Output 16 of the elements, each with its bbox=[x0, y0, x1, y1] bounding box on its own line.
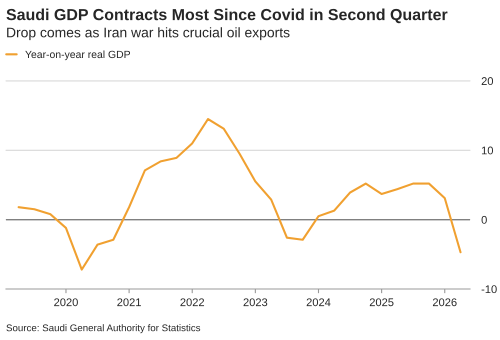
x-tick-label: 2026 bbox=[432, 298, 457, 306]
x-tick-label: 2025 bbox=[370, 298, 394, 306]
x-tick-label: 2021 bbox=[117, 298, 141, 306]
x-tick-label: 2024 bbox=[306, 298, 331, 306]
source-note: Source: Saudi General Authority for Statistics bbox=[6, 324, 200, 334]
chart-title: Saudi GDP Contracts Most Since Covid in Second Quarter bbox=[6, 8, 448, 24]
x-tick-label: 2020 bbox=[54, 298, 78, 306]
chart-subtitle: Drop comes as Iran war hits crucial oil exports bbox=[7, 27, 290, 40]
line-series bbox=[18, 118, 462, 271]
y-tick-label: 10 bbox=[482, 146, 494, 154]
x-tick-label: 2022 bbox=[180, 298, 204, 306]
y-tick-label: 20 bbox=[482, 77, 494, 86]
y-tick-label: 0 bbox=[482, 216, 487, 224]
x-tick-label: 2023 bbox=[244, 298, 268, 306]
legend-label: Year-on-year real GDP bbox=[25, 50, 130, 60]
y-tick-label: -10 bbox=[482, 285, 497, 294]
